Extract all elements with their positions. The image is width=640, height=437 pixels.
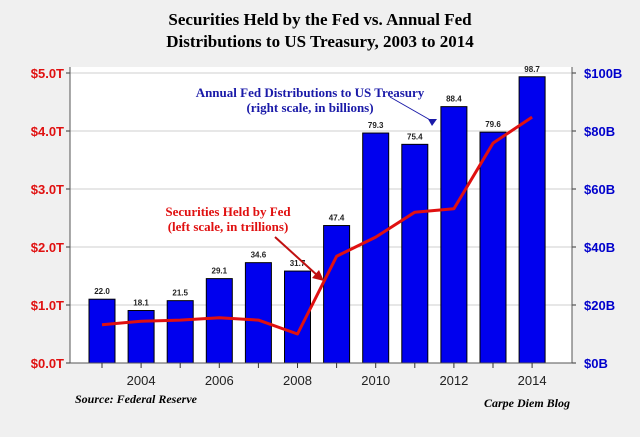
bar-2014	[518, 76, 546, 364]
left-tick-label: $0.0T	[31, 356, 64, 371]
bar-annotation-line1: Annual Fed Distributions to US Treasury	[196, 85, 425, 100]
arrowhead-icon	[428, 119, 437, 126]
bar-data-label: 47.4	[329, 214, 345, 223]
line-annotation-line1: Securities Held by Fed	[165, 204, 291, 219]
x-tick-label: 2010	[361, 373, 390, 388]
bar-data-label: 18.1	[133, 299, 149, 308]
bar-data-label: 29.1	[212, 267, 228, 276]
bar-data-label: 34.6	[251, 251, 267, 260]
arrowhead-icon	[312, 270, 324, 281]
bar-data-label: 98.7	[524, 65, 540, 74]
left-tick-label: $1.0T	[31, 298, 64, 313]
bar-2012	[440, 106, 468, 364]
left-tick-label: $2.0T	[31, 240, 64, 255]
bar-data-label: 79.6	[485, 120, 501, 129]
bar-data-label: 88.4	[446, 95, 462, 104]
chart-title-line1: Securities Held by the Fed vs. Annual Fe…	[168, 10, 472, 29]
bar-data-label: 22.0	[94, 287, 110, 296]
bar-data-label: 31.7	[290, 259, 306, 268]
x-tick-label: 2012	[439, 373, 468, 388]
left-tick-label: $5.0T	[31, 66, 64, 81]
right-tick-label: $0B	[584, 356, 608, 371]
right-tick-label: $40B	[584, 240, 615, 255]
right-tick-label: $80B	[584, 124, 615, 139]
x-tick-label: 2014	[518, 373, 547, 388]
bar-2007	[244, 262, 272, 364]
bar-2011	[401, 143, 429, 364]
bar-2003	[88, 298, 116, 364]
x-tick-label: 2006	[205, 373, 234, 388]
x-tick-label: 2008	[283, 373, 312, 388]
bar-2010	[362, 132, 390, 364]
line-annotation-line2: (left scale, in trillions)	[168, 219, 289, 234]
x-tick-label: 2004	[127, 373, 156, 388]
bar-2004	[127, 310, 155, 364]
chart-title-line2: Distributions to US Treasury, 2003 to 20…	[166, 32, 474, 51]
left-tick-label: $4.0T	[31, 124, 64, 139]
bar-2005	[166, 300, 194, 364]
bar-2013	[479, 131, 507, 364]
right-tick-label: $20B	[584, 298, 615, 313]
source-note: Source: Federal Reserve	[75, 392, 197, 406]
bar-data-label: 75.4	[407, 132, 423, 141]
bar-data-label: 21.5	[172, 289, 188, 298]
bar-annotation-arrow	[389, 96, 433, 122]
bar-2006	[205, 278, 233, 364]
bar-2009	[323, 225, 351, 364]
right-tick-label: $60B	[584, 182, 615, 197]
line-annotation-arrow	[274, 236, 319, 277]
left-tick-label: $3.0T	[31, 182, 64, 197]
right-tick-label: $100B	[584, 66, 622, 81]
bar-annotation-line2: (right scale, in billions)	[246, 100, 373, 115]
securities-line	[101, 115, 533, 336]
bar-data-label: 79.3	[368, 121, 384, 130]
credit-note: Carpe Diem Blog	[484, 396, 570, 410]
